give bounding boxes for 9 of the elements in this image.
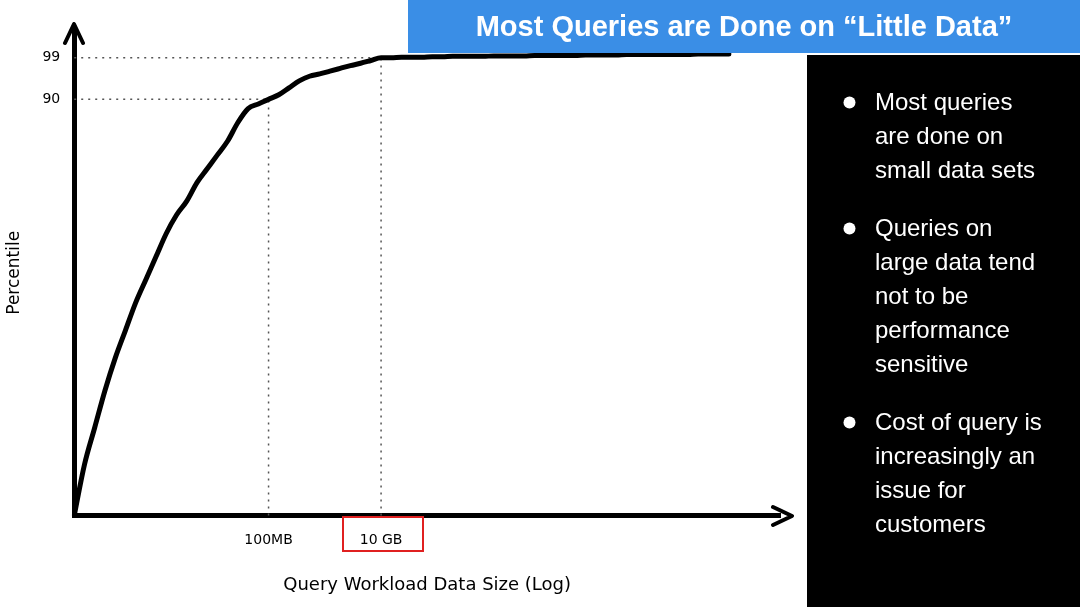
- x-tick-label: 100MB: [244, 530, 293, 547]
- text: Cost of query is increasingly an issue for customers: [875, 407, 1043, 539]
- x-axis-title: Query Workload Data Size (Log): [283, 572, 571, 594]
- y-axis-title: Percentile: [2, 230, 23, 315]
- y-tick-label: 99: [42, 48, 61, 65]
- y-tick-label: 90: [42, 90, 61, 107]
- text: Most queries are done on small data sets: [875, 87, 1037, 185]
- x-tick-label: 10 GB: [359, 530, 403, 547]
- text: Queries on large data tend not to be performance sensitive: [875, 213, 1037, 379]
